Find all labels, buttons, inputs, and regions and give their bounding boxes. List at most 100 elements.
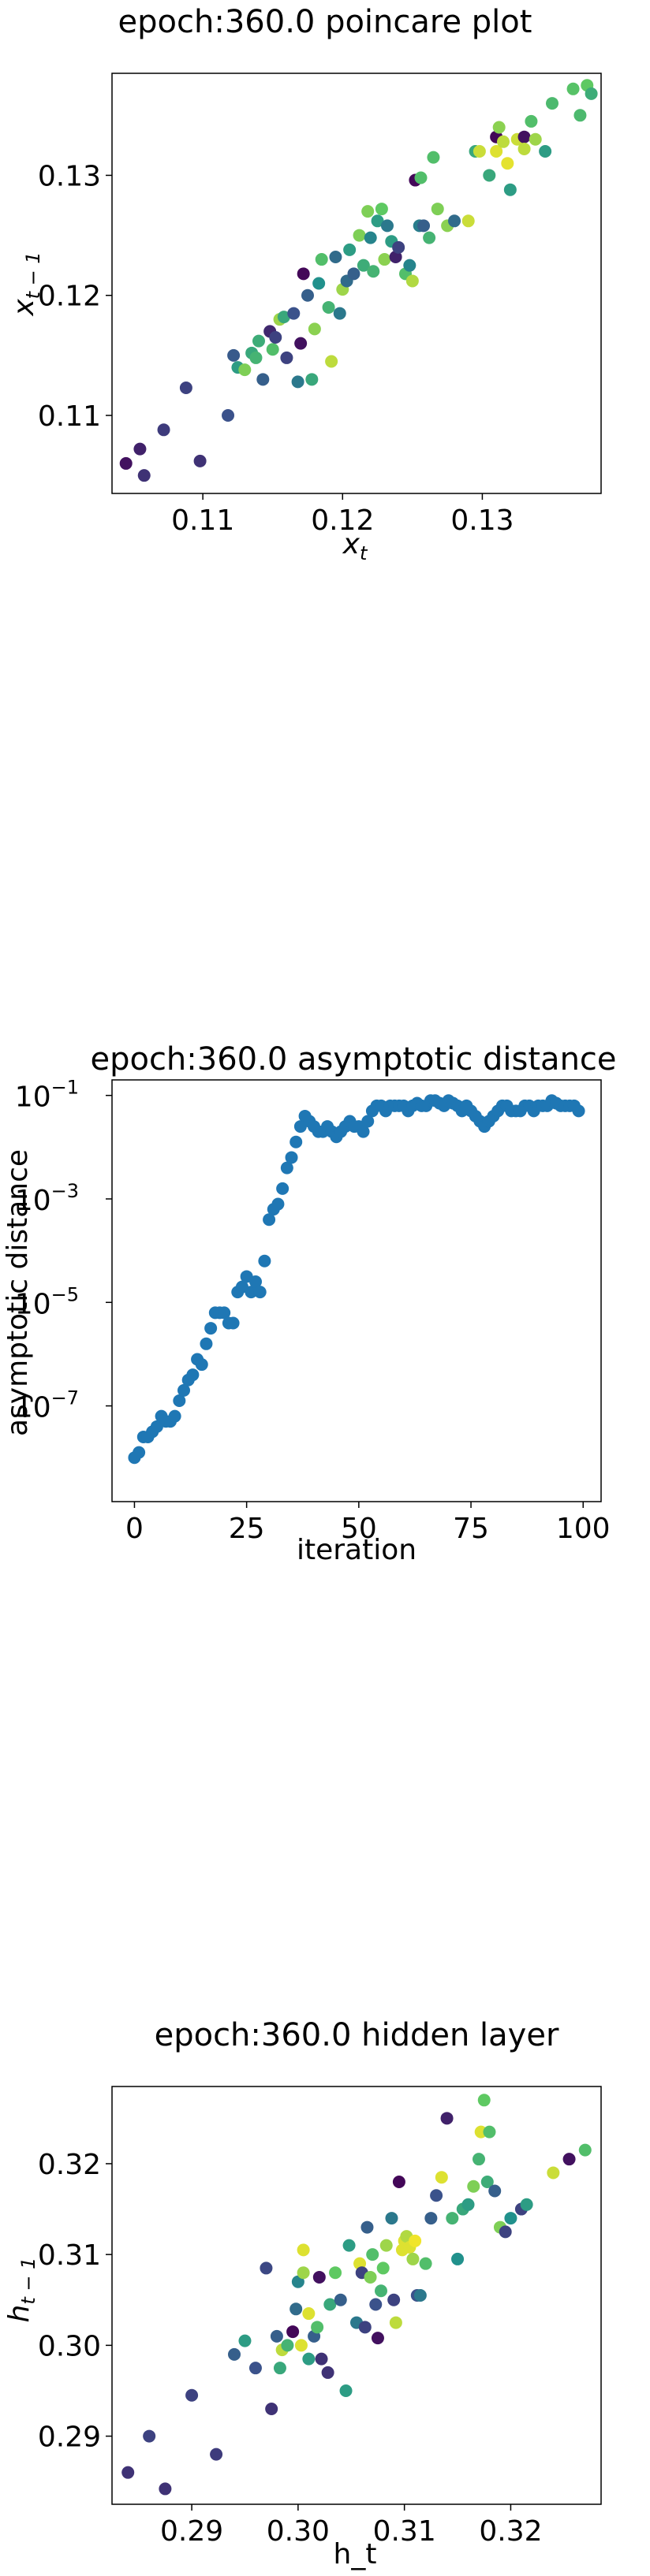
plot-frame	[111, 2086, 602, 2505]
data-point	[353, 229, 366, 242]
data-point	[168, 1409, 181, 1423]
data-point	[572, 1104, 585, 1118]
data-point	[238, 2334, 252, 2347]
data-point	[133, 1446, 146, 1459]
data-point	[376, 2261, 390, 2275]
data-point	[137, 469, 151, 482]
data-points	[119, 79, 598, 482]
data-point	[323, 2298, 337, 2311]
data-point	[467, 2180, 480, 2193]
asymptotic-distance-plot: epoch:360.0 asymptotic distance 0 25 50 75 1…	[2, 1041, 617, 1566]
data-point	[222, 409, 235, 423]
x-tick-label: 0.29	[160, 2515, 223, 2548]
data-point	[419, 2257, 432, 2270]
data-point	[258, 1254, 271, 1268]
chart-title: epoch:360.0 hidden layer	[155, 2017, 559, 2053]
data-point	[280, 351, 293, 364]
x-tick-label: 0.32	[479, 2515, 542, 2548]
x-tick-label: 25	[229, 1513, 265, 1545]
data-point	[266, 343, 279, 356]
data-point	[378, 253, 391, 266]
data-point	[286, 2325, 300, 2339]
data-point	[488, 2184, 502, 2198]
data-point	[271, 1197, 285, 1211]
data-point	[281, 2339, 294, 2352]
data-points	[121, 2094, 592, 2496]
data-point	[133, 442, 147, 456]
y-axis-label: xt − 1	[8, 251, 44, 316]
data-point	[277, 311, 290, 324]
data-point	[424, 2212, 438, 2225]
data-point	[173, 1394, 186, 1407]
data-point	[361, 1115, 375, 1128]
x-tick-label: 0.13	[450, 504, 514, 537]
poincare-plot: epoch:360.0 poincare plot 0.11 0.12 0.130.…	[8, 4, 602, 564]
data-point	[417, 219, 431, 233]
data-point	[302, 2307, 316, 2321]
data-point	[177, 1383, 191, 1397]
data-point	[287, 307, 301, 320]
data-point	[347, 267, 360, 281]
data-point	[389, 250, 402, 263]
y-tick-label: 0.30	[38, 2330, 101, 2362]
data-point	[357, 1125, 370, 1138]
data-point	[333, 307, 346, 320]
data-point	[387, 2293, 401, 2306]
y-tick-label: 0.31	[38, 2239, 101, 2272]
data-point	[253, 1286, 267, 1299]
data-point	[492, 121, 506, 134]
data-point	[364, 2270, 377, 2284]
data-point	[375, 2284, 387, 2298]
data-point	[413, 2289, 427, 2302]
data-point	[329, 2266, 342, 2280]
data-point	[325, 355, 338, 368]
data-point	[385, 2212, 398, 2225]
y-tick-label: 0.29	[38, 2422, 101, 2454]
data-point	[539, 144, 552, 158]
data-point	[339, 2384, 353, 2397]
data-point	[273, 2362, 286, 2375]
data-point	[573, 109, 587, 122]
data-point	[210, 2448, 223, 2461]
data-point	[461, 214, 475, 228]
data-point	[361, 205, 375, 218]
data-point	[480, 2175, 494, 2188]
y-tick-label: 0.12	[38, 281, 101, 313]
data-point	[483, 2125, 496, 2139]
data-point	[291, 375, 304, 389]
plot-frame	[111, 73, 602, 494]
data-point	[227, 348, 241, 362]
data-point	[185, 2388, 199, 2402]
data-point	[291, 2275, 304, 2288]
y-tick-label: 0.13	[38, 160, 101, 192]
data-point	[369, 2298, 383, 2311]
data-point	[121, 2466, 135, 2479]
data-point	[431, 203, 444, 216]
axis-ticks: 0.11 0.12 0.13 0.11 0.12 0.13	[38, 160, 514, 537]
data-point	[529, 132, 542, 146]
data-point	[285, 1151, 298, 1164]
data-point	[517, 130, 531, 143]
data-point	[297, 267, 310, 281]
data-point	[423, 231, 436, 244]
data-point	[483, 169, 496, 182]
data-point	[308, 322, 321, 336]
data-point	[430, 2189, 443, 2202]
data-point	[501, 157, 514, 170]
data-point	[517, 142, 531, 155]
data-point	[392, 2175, 405, 2188]
data-point	[367, 265, 380, 278]
data-point	[311, 2321, 324, 2334]
axis-ticks: 0.29 0.30 0.31 0.32 0.29 0.30 0.31 0.32	[38, 2149, 543, 2548]
data-point	[427, 151, 440, 164]
data-point	[228, 2347, 241, 2361]
data-point	[473, 144, 486, 158]
data-point	[301, 288, 314, 302]
data-point	[321, 2366, 334, 2379]
data-point	[186, 1368, 200, 1382]
data-point	[435, 2171, 448, 2184]
data-point	[566, 82, 580, 95]
hidden-layer-plot: epoch:360.0 hidden layer 0.29 0.30 0.31 0.3…	[3, 2017, 602, 2570]
data-point	[342, 2239, 356, 2252]
